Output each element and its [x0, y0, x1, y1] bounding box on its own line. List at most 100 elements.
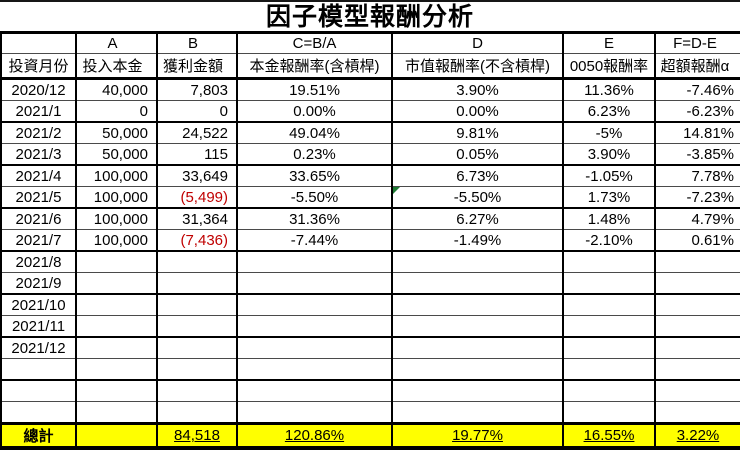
principal-return-cell[interactable]: 31.36% — [236, 207, 393, 230]
alpha-cell[interactable]: 4.79% — [654, 207, 740, 230]
month-cell[interactable]: 2021/7 — [0, 229, 77, 252]
etf0050-return-cell[interactable] — [562, 401, 656, 425]
etf0050-return-cell[interactable]: 1.48% — [562, 207, 656, 230]
principal-cell[interactable] — [75, 250, 158, 273]
principal-return-cell[interactable]: 49.04% — [236, 121, 393, 144]
market-return-cell[interactable]: 9.81% — [391, 121, 564, 144]
alpha-cell[interactable] — [654, 250, 740, 273]
etf0050-return-cell[interactable]: -2.10% — [562, 229, 656, 252]
month-cell[interactable]: 2021/11 — [0, 315, 77, 338]
market-return-cell[interactable] — [391, 250, 564, 273]
month-cell[interactable]: 2020/12 — [0, 78, 77, 101]
etf0050-return-cell[interactable] — [562, 315, 656, 338]
column-letter[interactable]: B — [156, 31, 238, 54]
market-return-cell[interactable]: -5.50% — [391, 186, 564, 209]
principal-return-cell[interactable] — [236, 250, 393, 273]
principal-cell[interactable]: 100,000 — [75, 207, 158, 230]
etf0050-return-cell[interactable]: 16.55% — [562, 422, 656, 450]
profit-cell[interactable] — [156, 379, 238, 402]
principal-return-cell[interactable]: 0.00% — [236, 100, 393, 123]
month-cell[interactable] — [0, 358, 77, 381]
month-cell[interactable] — [0, 379, 77, 402]
month-cell[interactable]: 2021/3 — [0, 143, 77, 166]
alpha-cell[interactable]: 3.22% — [654, 422, 740, 450]
principal-cell[interactable] — [75, 272, 158, 295]
page-title[interactable]: 因子模型報酬分析 — [0, 0, 740, 31]
profit-cell[interactable]: 24,522 — [156, 121, 238, 144]
principal-return-cell[interactable]: 0.23% — [236, 143, 393, 166]
alpha-cell[interactable]: 7.78% — [654, 164, 740, 187]
principal-return-cell[interactable]: -7.44% — [236, 229, 393, 252]
market-return-cell[interactable]: 0.05% — [391, 143, 564, 166]
etf0050-return-cell[interactable] — [562, 293, 656, 316]
column-letter[interactable]: E — [562, 31, 656, 54]
principal-cell[interactable]: 100,000 — [75, 164, 158, 187]
column-letter[interactable]: D — [391, 31, 564, 54]
market-return-cell[interactable]: 3.90% — [391, 78, 564, 101]
market-return-cell[interactable] — [391, 272, 564, 295]
alpha-cell[interactable] — [654, 401, 740, 425]
month-cell[interactable]: 2021/8 — [0, 250, 77, 273]
principal-cell[interactable]: 0 — [75, 100, 158, 123]
month-cell[interactable]: 2021/6 — [0, 207, 77, 230]
column-letter[interactable] — [0, 31, 77, 54]
month-cell[interactable]: 2021/4 — [0, 164, 77, 187]
column-header[interactable]: 0050報酬率 — [562, 53, 656, 80]
etf0050-return-cell[interactable] — [562, 379, 656, 402]
alpha-cell[interactable]: -3.85% — [654, 143, 740, 166]
principal-cell[interactable] — [75, 422, 158, 450]
month-cell[interactable]: 2021/10 — [0, 293, 77, 316]
principal-cell[interactable]: 50,000 — [75, 121, 158, 144]
etf0050-return-cell[interactable]: 1.73% — [562, 186, 656, 209]
principal-cell[interactable] — [75, 315, 158, 338]
alpha-cell[interactable]: -7.46% — [654, 78, 740, 101]
market-return-cell[interactable] — [391, 315, 564, 338]
month-cell[interactable] — [0, 401, 77, 425]
column-header[interactable]: 投入本金 — [75, 53, 158, 80]
market-return-cell[interactable] — [391, 401, 564, 425]
column-letter[interactable]: F=D-E — [654, 31, 740, 54]
profit-cell[interactable] — [156, 315, 238, 338]
column-header[interactable]: 投資月份 — [0, 53, 77, 80]
etf0050-return-cell[interactable] — [562, 358, 656, 381]
etf0050-return-cell[interactable]: -5% — [562, 121, 656, 144]
column-letter[interactable]: C=B/A — [236, 31, 393, 54]
principal-cell[interactable]: 100,000 — [75, 186, 158, 209]
month-cell[interactable]: 總計 — [0, 422, 77, 450]
market-return-cell[interactable]: 0.00% — [391, 100, 564, 123]
profit-cell[interactable]: 0 — [156, 100, 238, 123]
alpha-cell[interactable]: -7.23% — [654, 186, 740, 209]
principal-cell[interactable]: 40,000 — [75, 78, 158, 101]
etf0050-return-cell[interactable]: 6.23% — [562, 100, 656, 123]
market-return-cell[interactable]: 6.73% — [391, 164, 564, 187]
column-header[interactable]: 超額報酬α — [654, 53, 740, 80]
principal-return-cell[interactable] — [236, 272, 393, 295]
column-letter[interactable]: A — [75, 31, 158, 54]
etf0050-return-cell[interactable]: -1.05% — [562, 164, 656, 187]
profit-cell[interactable] — [156, 250, 238, 273]
principal-cell[interactable] — [75, 379, 158, 402]
month-cell[interactable]: 2021/1 — [0, 100, 77, 123]
profit-cell[interactable] — [156, 401, 238, 425]
alpha-cell[interactable]: 0.61% — [654, 229, 740, 252]
principal-return-cell[interactable] — [236, 315, 393, 338]
etf0050-return-cell[interactable]: 11.36% — [562, 78, 656, 101]
month-cell[interactable]: 2021/5 — [0, 186, 77, 209]
principal-cell[interactable] — [75, 293, 158, 316]
principal-cell[interactable] — [75, 336, 158, 359]
market-return-cell[interactable]: -1.49% — [391, 229, 564, 252]
principal-cell[interactable] — [75, 401, 158, 425]
market-return-cell[interactable]: 6.27% — [391, 207, 564, 230]
profit-cell[interactable]: (7,436) — [156, 229, 238, 252]
principal-return-cell[interactable]: 120.86% — [236, 422, 393, 450]
principal-return-cell[interactable] — [236, 358, 393, 381]
etf0050-return-cell[interactable] — [562, 336, 656, 359]
market-return-cell[interactable] — [391, 358, 564, 381]
column-header[interactable]: 本金報酬率(含槓桿) — [236, 53, 393, 80]
profit-cell[interactable]: 84,518 — [156, 422, 238, 450]
alpha-cell[interactable] — [654, 379, 740, 402]
profit-cell[interactable]: (5,499) — [156, 186, 238, 209]
alpha-cell[interactable] — [654, 336, 740, 359]
market-return-cell[interactable] — [391, 336, 564, 359]
alpha-cell[interactable] — [654, 293, 740, 316]
